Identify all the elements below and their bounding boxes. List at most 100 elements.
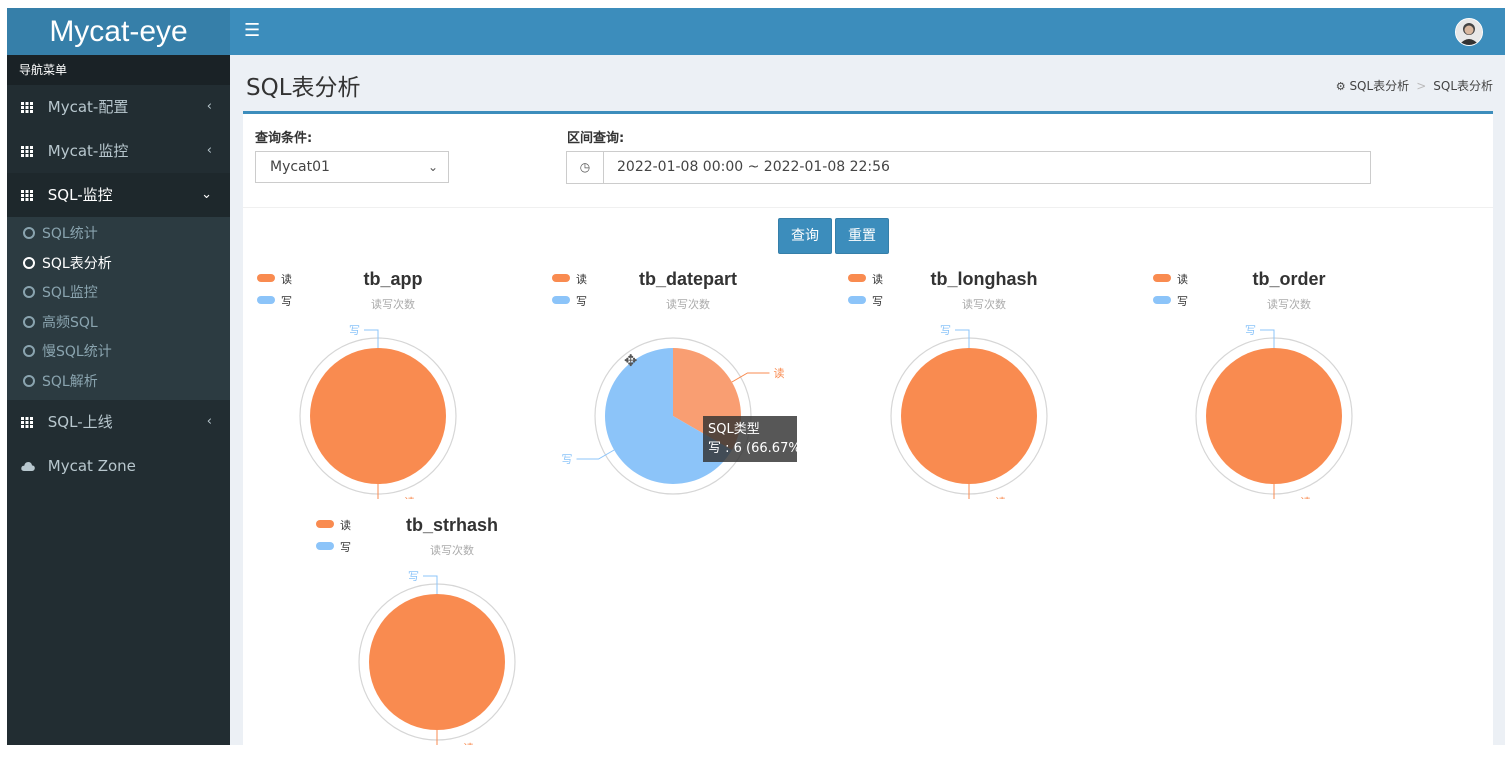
analysis-box: 查询条件: Mycat01 ⌄ 区间查询: ◷ 2022-01-08 00:00…	[243, 111, 1493, 745]
sidebar: 导航菜单 Mycat-配置 ‹ Mycat-监控 ‹ SQL-监控 ⌄ SQL统…	[7, 55, 230, 745]
submenu-item-sql-table-analysis[interactable]: SQL表分析	[7, 250, 230, 280]
legend-item-write[interactable]: 写	[257, 293, 292, 309]
sidebar-item-sql-monitor[interactable]: SQL-监控 ⌄	[7, 173, 230, 217]
submenu-item-frequent-sql[interactable]: 高频SQL	[7, 309, 230, 339]
legend-label: 读	[340, 519, 351, 532]
sidebar-item-mycat-config[interactable]: Mycat-配置 ‹	[7, 85, 230, 129]
pie-slice-read[interactable]	[901, 348, 1037, 484]
circle-icon	[23, 345, 35, 357]
chart-title: tb_app	[363, 269, 423, 289]
legend-swatch	[552, 274, 570, 282]
label-leader-line	[1273, 484, 1275, 499]
reset-button[interactable]: 重置	[835, 218, 889, 254]
slice-label: 写	[349, 324, 360, 337]
pie-slice-read[interactable]	[310, 348, 446, 484]
pie-slice-read[interactable]	[1206, 348, 1342, 484]
submenu-label: SQL表分析	[42, 255, 112, 272]
submenu-item-sql-parse[interactable]: SQL解析	[7, 368, 230, 398]
slice-label: 写	[940, 324, 951, 337]
top-navbar: ☰	[230, 8, 1505, 55]
chart-title: tb_longhash	[930, 269, 1038, 289]
date-range-value: 2022-01-08 00:00 ~ 2022-01-08 22:56	[617, 159, 890, 175]
label-leader-line	[955, 329, 970, 348]
hamburger-icon[interactable]: ☰	[244, 20, 261, 41]
circle-icon	[23, 256, 35, 269]
sidebar-item-label: Mycat-监控	[47, 142, 129, 160]
circle-icon	[23, 227, 35, 239]
date-range-input[interactable]: ◷ 2022-01-08 00:00 ~ 2022-01-08 22:56	[566, 151, 1371, 184]
legend-label: 写	[340, 541, 351, 554]
chart-subtitle: 读写次数	[371, 298, 415, 311]
label-leader-line	[377, 484, 379, 499]
sidebar-item-label: SQL-监控	[47, 186, 113, 204]
legend-item-write[interactable]: 写	[1153, 293, 1188, 309]
tooltip-title: SQL类型	[708, 422, 760, 437]
legend-item-read[interactable]: 读	[1153, 271, 1188, 287]
slice-label: 读	[463, 741, 474, 745]
chart-tooltip: SQL类型写 : 6 (66.67%	[703, 416, 797, 462]
chevron-down-icon: ⌄	[201, 187, 212, 202]
chart-subtitle: 读写次数	[962, 298, 1006, 311]
app-frame: Mycat-eye ☰ 导航菜单 Mycat-配置 ‹ Mycat-监控 ‹ S…	[7, 8, 1505, 745]
slice-label: 读	[404, 495, 415, 499]
legend-item-write[interactable]: 写	[552, 293, 587, 309]
label-leader-line	[364, 329, 379, 348]
chart-title: tb_strhash	[405, 515, 499, 535]
submenu-label: 高频SQL	[42, 314, 98, 331]
legend-item-read[interactable]: 读	[552, 271, 587, 287]
legend-label: 读	[576, 273, 587, 286]
user-avatar[interactable]	[1455, 18, 1483, 46]
breadcrumb-separator: >	[1416, 79, 1427, 93]
pie-svg: 读写	[1195, 324, 1353, 499]
sidebar-item-label: Mycat Zone	[47, 457, 136, 475]
legend-swatch	[848, 274, 866, 282]
breadcrumb-item-current: SQL表分析	[1433, 79, 1493, 93]
condition-label: 查询条件:	[255, 131, 313, 146]
sidebar-item-sql-deploy[interactable]: SQL-上线 ‹	[7, 400, 230, 444]
submenu-label: SQL监控	[42, 285, 98, 301]
pie-slice-write[interactable]	[605, 348, 732, 484]
submenu-item-sql-monitor[interactable]: SQL监控	[7, 279, 230, 309]
legend-swatch	[1153, 274, 1171, 282]
legend-item-read[interactable]: 读	[848, 271, 883, 287]
submenu-label: SQL统计	[42, 226, 98, 242]
legend-label: 写	[576, 295, 587, 308]
cloud-icon	[21, 444, 35, 488]
legend-item-write[interactable]: 写	[848, 293, 883, 309]
tooltip-value: 写 : 6 (66.67%	[708, 441, 797, 456]
query-button[interactable]: 查询	[778, 218, 832, 254]
pie-svg: 读写	[358, 570, 516, 745]
submenu-item-slow-sql[interactable]: 慢SQL统计	[7, 338, 230, 368]
pie-svg: 读写	[890, 324, 1048, 499]
dashboard-icon: ⚙	[1335, 80, 1346, 93]
legend-item-read[interactable]: 读	[316, 517, 351, 533]
sidebar-item-mycat-monitor[interactable]: Mycat-监控 ‹	[7, 129, 230, 173]
chart-title: tb_datepart	[638, 269, 737, 289]
app-logo[interactable]: Mycat-eye	[7, 8, 230, 55]
label-leader-line	[968, 484, 970, 499]
sidebar-submenu: SQL统计 SQL表分析 SQL监控 高频SQL 慢SQL统计 SQL解析	[7, 217, 230, 400]
legend-label: 写	[872, 295, 883, 308]
breadcrumb-item[interactable]: SQL表分析	[1349, 79, 1410, 93]
pie-slice-read[interactable]	[369, 594, 505, 730]
submenu-label: 慢SQL统计	[42, 344, 112, 360]
condition-select[interactable]: Mycat01 ⌄	[255, 151, 449, 183]
chevron-left-icon: ‹	[206, 143, 212, 158]
chart-subtitle: 读写次数	[430, 544, 474, 557]
legend-item-write[interactable]: 写	[316, 539, 351, 555]
legend-item-read[interactable]: 读	[257, 271, 292, 287]
circle-icon	[23, 374, 35, 387]
legend-swatch	[257, 274, 275, 282]
legend-label: 读	[872, 273, 883, 286]
sidebar-item-mycat-zone[interactable]: Mycat Zone	[7, 444, 230, 488]
slice-label: 写	[408, 570, 419, 583]
grid-icon	[21, 401, 33, 445]
legend-swatch	[316, 542, 334, 550]
nav-header: 导航菜单	[7, 55, 230, 85]
submenu-item-sql-stats[interactable]: SQL统计	[7, 220, 230, 250]
legend-swatch	[1153, 296, 1171, 304]
page-title: SQL表分析	[246, 75, 361, 101]
